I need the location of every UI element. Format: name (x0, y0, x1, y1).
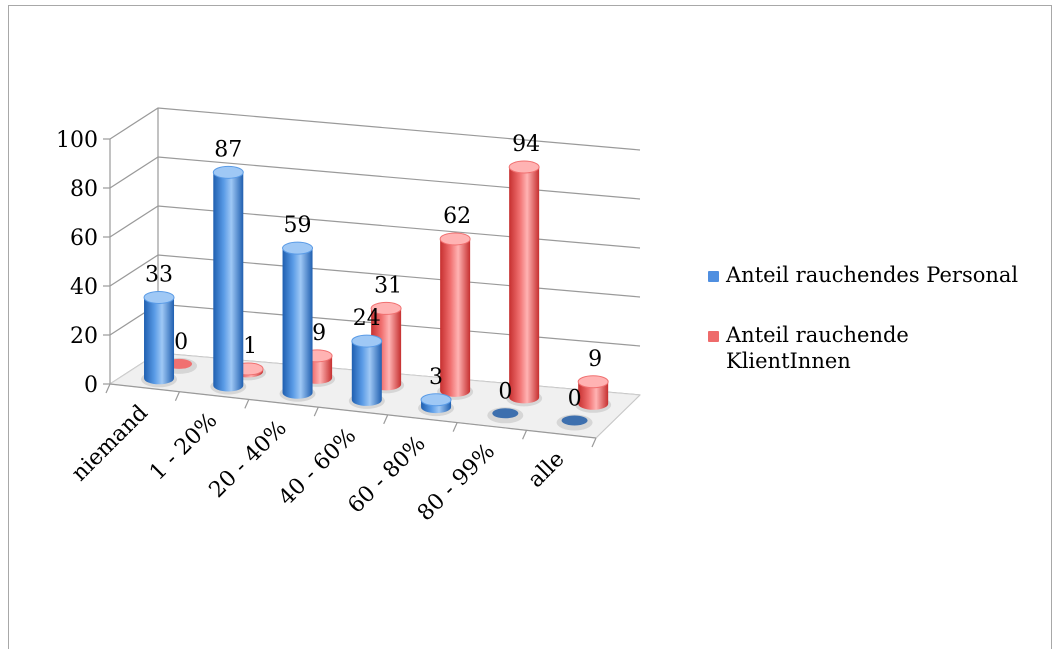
legend-item-personal: Anteil rauchendes Personal (706, 262, 1060, 288)
data-label: 59 (284, 213, 312, 238)
gridline (109, 205, 641, 249)
bar-klientinnen (575, 375, 612, 413)
gridline (109, 107, 641, 151)
y-tick-label: 60 (70, 226, 98, 251)
legend-label-klientinnen-line1: Anteil rauchende (726, 323, 909, 347)
data-label: 0 (174, 330, 188, 355)
data-labels: 0 1 9 31 62 94 9 33 87 59 24 3 0 0 (145, 132, 602, 411)
legend-item-klientinnen: Anteil rauchende KlientInnen (706, 322, 1060, 374)
bar-personal (418, 393, 455, 417)
y-tick-label: 20 (70, 324, 98, 349)
floor-edge (595, 394, 641, 439)
bar-top (420, 393, 452, 407)
bar-body (440, 238, 471, 397)
bar-top (212, 165, 244, 179)
legend-swatch-klientinnen (708, 331, 719, 342)
x-tick (522, 430, 528, 440)
data-label: 0 (498, 379, 512, 404)
bar-personal (487, 407, 524, 424)
gridline (109, 156, 641, 200)
bar-top (143, 290, 175, 304)
legend-label-klientinnen-line2: KlientInnen (726, 349, 851, 373)
bar-personal (348, 334, 385, 409)
data-label: 3 (429, 365, 443, 390)
x-tick-label: alle (523, 447, 569, 493)
bar-top (439, 232, 471, 246)
bars (141, 160, 612, 431)
legend-swatch-personal (708, 271, 719, 282)
x-axis-line (109, 383, 597, 439)
data-label: 9 (312, 321, 326, 346)
y-axis-ticks: 0 20 40 60 80 100 (56, 128, 110, 398)
bar-top (282, 241, 314, 255)
bar-top (370, 301, 402, 315)
data-label: 1 (243, 334, 257, 359)
bar-top (508, 160, 540, 174)
bar-personal (141, 290, 178, 388)
data-label: 87 (214, 137, 242, 162)
bar-body (282, 248, 313, 399)
data-label: 31 (374, 273, 402, 298)
x-tick (105, 383, 111, 394)
x-tick (452, 422, 458, 432)
data-label: 24 (353, 306, 381, 331)
y-tick-label: 40 (70, 275, 98, 300)
bar-klientinnen (437, 232, 474, 400)
bar-body (578, 381, 609, 410)
x-tick-label: niemand (67, 400, 153, 486)
bar-top (577, 375, 609, 389)
data-label: 94 (512, 132, 540, 157)
bar-top (351, 334, 383, 348)
x-tick (244, 399, 250, 409)
bar-top (492, 408, 519, 419)
bar-personal (556, 414, 593, 431)
bar-body (509, 167, 540, 404)
bar-body (213, 172, 244, 392)
legend: Anteil rauchendes Personal Anteil rauche… (706, 262, 1060, 408)
y-tick-label: 100 (56, 128, 98, 153)
x-tick (313, 406, 319, 417)
data-label: 9 (588, 347, 602, 372)
bar-body (144, 297, 175, 385)
y-tick-label: 0 (84, 373, 98, 398)
data-label: 0 (568, 387, 582, 412)
data-label: 33 (145, 262, 173, 287)
x-tick (383, 414, 389, 425)
bar-top (561, 415, 588, 426)
x-tick (591, 437, 597, 448)
data-label: 62 (443, 204, 471, 229)
x-tick (174, 391, 180, 401)
y-tick-label: 80 (70, 177, 98, 202)
bar-body (351, 341, 382, 406)
bar-personal (210, 165, 247, 395)
bar-klientinnen (506, 160, 543, 407)
bar-personal (279, 241, 316, 402)
legend-label-personal: Anteil rauchendes Personal (726, 263, 1019, 287)
x-tick-label: 1 - 20% (145, 408, 222, 485)
